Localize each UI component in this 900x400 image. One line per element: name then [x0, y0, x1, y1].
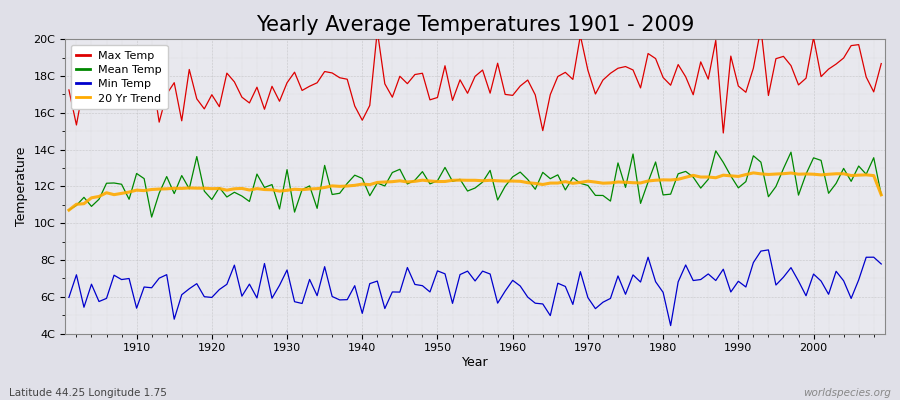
Y-axis label: Temperature: Temperature: [15, 147, 28, 226]
Text: worldspecies.org: worldspecies.org: [803, 388, 891, 398]
Legend: Max Temp, Mean Temp, Min Temp, 20 Yr Trend: Max Temp, Mean Temp, Min Temp, 20 Yr Tre…: [71, 45, 167, 109]
X-axis label: Year: Year: [462, 356, 489, 369]
Title: Yearly Average Temperatures 1901 - 2009: Yearly Average Temperatures 1901 - 2009: [256, 15, 694, 35]
Text: Latitude 44.25 Longitude 1.75: Latitude 44.25 Longitude 1.75: [9, 388, 166, 398]
